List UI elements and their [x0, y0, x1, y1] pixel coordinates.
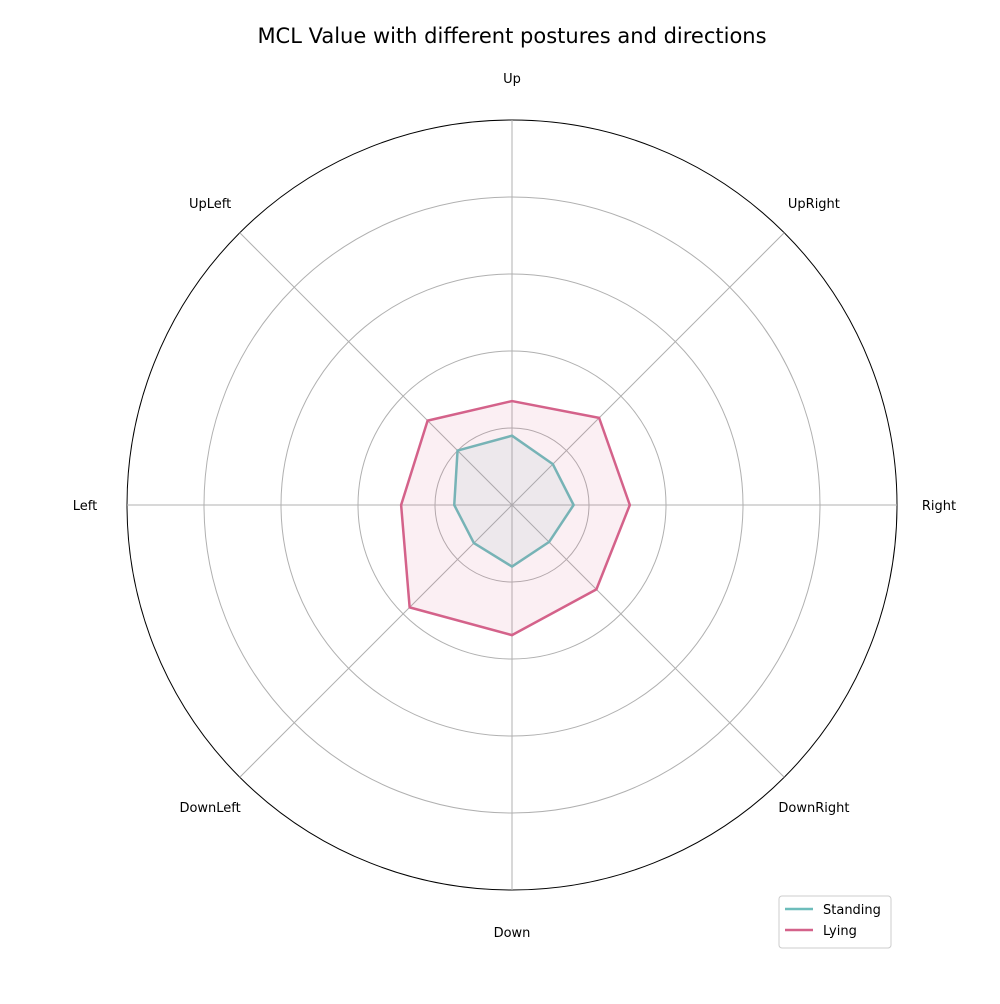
spoke-downright	[511, 504, 785, 778]
data-point-standing-left	[453, 503, 456, 507]
data-point-lying-upright	[597, 416, 601, 420]
series-fill-standing	[454, 435, 574, 567]
data-point-lying-down	[510, 633, 514, 637]
chart-title: MCL Value with different postures and di…	[257, 24, 766, 48]
category-label-right: Right	[922, 499, 956, 514]
category-label-upleft: UpLeft	[189, 197, 231, 212]
category-label-up: Up	[503, 72, 521, 87]
data-point-standing-up	[510, 434, 514, 437]
data-point-lying-downleft	[408, 606, 411, 609]
data-point-standing-down	[510, 565, 514, 568]
data-point-standing-upleft	[456, 449, 459, 452]
legend-label-standing: Standing	[823, 903, 881, 918]
series-fill-lying	[401, 401, 630, 636]
spoke-upright	[511, 232, 785, 506]
category-label-upright: UpRight	[788, 197, 840, 212]
data-point-lying-left	[399, 503, 403, 507]
data-point-standing-downleft	[472, 541, 476, 545]
legend-label-lying: Lying	[823, 924, 857, 939]
data-point-lying-downright	[595, 588, 598, 591]
category-label-downright: DownRight	[778, 801, 849, 816]
category-label-down: Down	[494, 926, 531, 941]
data-point-lying-right	[628, 503, 632, 507]
spoke-downleft	[239, 504, 513, 778]
data-point-lying-up	[510, 399, 514, 403]
data-point-standing-downright	[547, 540, 551, 544]
spoke-upleft	[239, 232, 513, 506]
category-label-left: Left	[73, 499, 97, 514]
category-label-downleft: DownLeft	[179, 801, 240, 816]
data-point-standing-upright	[551, 462, 555, 466]
series-layer	[399, 399, 632, 637]
grid-layer	[126, 119, 898, 891]
data-point-standing-right	[572, 503, 575, 507]
data-point-lying-upleft	[426, 419, 429, 422]
legend: Standing Lying	[778, 895, 892, 949]
category-labels: Up UpRight Right DownRight Down DownLeft Left U…	[73, 72, 956, 941]
